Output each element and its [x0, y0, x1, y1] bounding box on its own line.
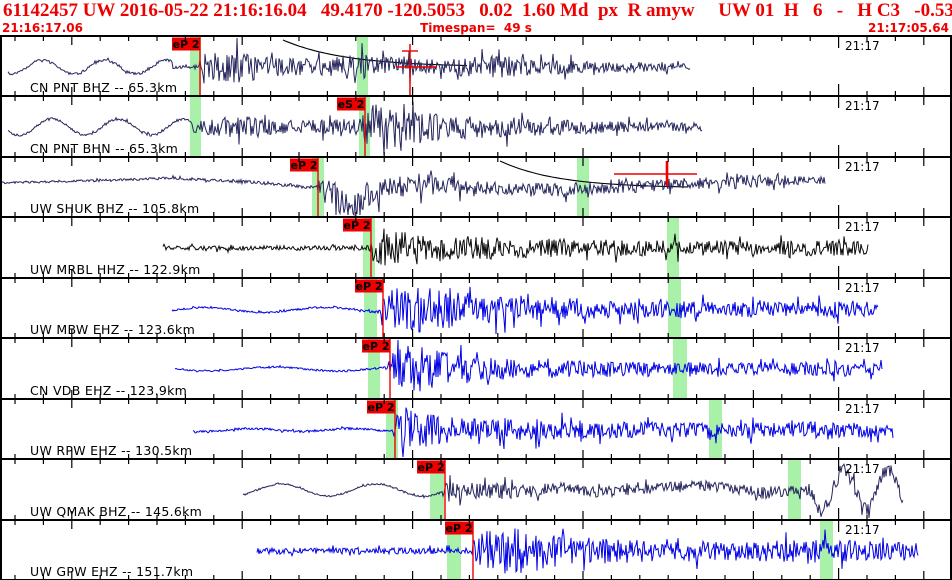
arrival-highlight [190, 97, 201, 156]
phase-pick-flag[interactable] [417, 460, 445, 474]
seismic-trace[interactable] [7, 101, 703, 156]
timespan-label: Timespan= 49 s [420, 21, 532, 35]
seismic-trace[interactable] [192, 407, 894, 458]
phase-pick-flag[interactable] [172, 37, 200, 51]
phase-pick-label: eP 2 [172, 38, 199, 51]
phase-pick-flag[interactable] [445, 521, 473, 535]
phase-pick-flag[interactable] [290, 158, 318, 172]
seismic-trace[interactable] [0, 170, 826, 217]
minute-label: 21:17 [845, 462, 880, 476]
minute-label: 21:17 [845, 523, 880, 537]
arrival-highlight [668, 279, 681, 337]
seismic-trace[interactable] [242, 463, 904, 519]
arrival-highlight [363, 218, 375, 277]
phase-pick-flag[interactable] [343, 218, 371, 232]
arrival-highlight [357, 37, 368, 95]
coda-decay-curve [499, 160, 688, 188]
minute-label: 21:17 [845, 99, 880, 113]
seismic-trace[interactable] [256, 528, 919, 574]
station-label: UW MRBL HHZ -- 122.9km [30, 262, 201, 277]
arrival-highlight [364, 279, 377, 337]
minute-label: 21:17 [845, 220, 880, 234]
minute-label: 21:17 [845, 39, 880, 53]
window-end-time: 21:17:05.64 [868, 21, 949, 35]
station-label: UW QMAK BHZ -- 145.6km [30, 504, 202, 519]
arrival-highlight [820, 521, 833, 579]
minute-label: 21:17 [845, 160, 880, 174]
station-label: CN VDB EHZ -- 123.9km [30, 383, 187, 398]
phase-pick-label: eP 2 [417, 461, 444, 474]
seismic-trace[interactable] [174, 339, 883, 392]
station-label: CN PNT BHZ -- 65.3km [30, 80, 177, 95]
coda-decay-curve [282, 39, 468, 67]
event-summary-line: 61142457 UW 2016-05-22 21:16:16.04 49.41… [3, 0, 952, 21]
minute-label: 21:17 [845, 402, 880, 416]
station-label: UW RPW EHZ -- 130.5km [30, 443, 192, 458]
arrival-highlight [709, 400, 722, 458]
phase-pick-label: eP 2 [355, 280, 382, 293]
phase-pick-flag[interactable] [337, 97, 365, 111]
arrival-highlight [577, 158, 589, 216]
seismic-trace[interactable] [162, 228, 869, 266]
arrival-highlight [667, 218, 679, 277]
station-label: UW MBW EHZ -- 123.6km [30, 322, 195, 337]
arrival-highlight [447, 521, 461, 579]
minute-label: 21:17 [845, 281, 880, 295]
station-label: CN PNT BHN -- 65.3km [30, 141, 178, 156]
phase-pick-flag[interactable] [362, 339, 390, 353]
phase-pick-label: eP 2 [362, 340, 389, 353]
window-start-time: 21:16:17.06 [2, 21, 83, 35]
seismic-trace[interactable] [7, 37, 691, 85]
phase-pick-label: eP 2 [343, 219, 370, 232]
minute-label: 21:17 [845, 341, 880, 355]
station-label: UW GPW EHZ -- 151.7km [30, 564, 193, 579]
seismic-trace[interactable] [171, 286, 879, 335]
arrival-highlight [788, 460, 801, 519]
phase-pick-label: eP 2 [445, 522, 472, 535]
phase-pick-label: eS 2 [338, 98, 365, 111]
station-label: UW SHUK BHZ -- 105.8km [30, 201, 199, 216]
arrival-highlight [430, 460, 444, 519]
phase-pick-label: eP 2 [367, 401, 394, 414]
phase-pick-label: eP 2 [290, 159, 317, 172]
phase-pick-flag[interactable] [367, 400, 395, 414]
phase-pick-flag[interactable] [355, 279, 383, 293]
